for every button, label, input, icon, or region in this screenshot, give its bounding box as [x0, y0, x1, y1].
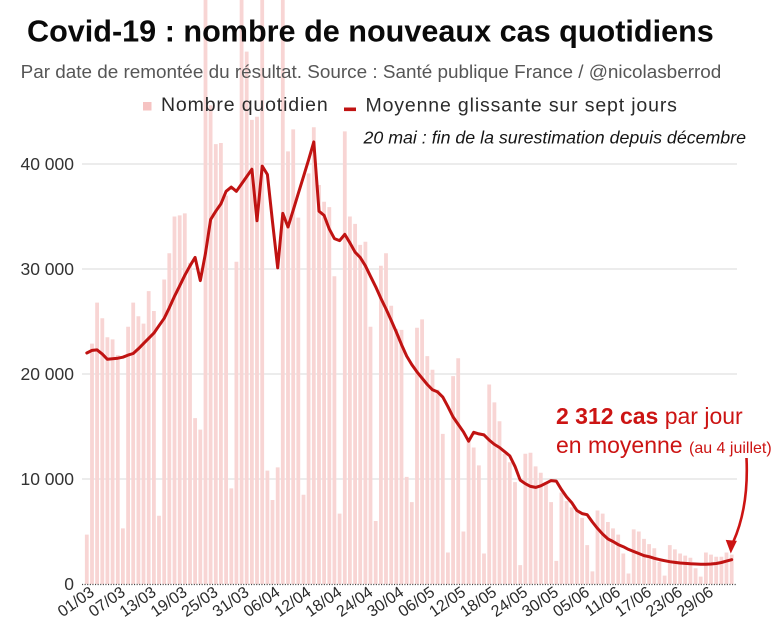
svg-text:Moyenne glissante sur sept jou: Moyenne glissante sur sept jours — [366, 95, 678, 117]
svg-text:Nombre quotidien: Nombre quotidien — [161, 94, 329, 116]
svg-text:Par date de remontée du résult: Par date de remontée du résultat. Source… — [21, 62, 722, 83]
svg-text:0: 0 — [64, 574, 74, 594]
svg-text:40 000: 40 000 — [20, 154, 74, 174]
svg-text:Covid-19 : nombre de nouveaux: Covid-19 : nombre de nouveaux cas quotid… — [27, 15, 714, 49]
svg-text:10 000: 10 000 — [20, 469, 74, 489]
svg-text:20 000: 20 000 — [20, 364, 74, 384]
svg-text:30 000: 30 000 — [20, 259, 74, 279]
svg-text:20 mai : fin de la surestimati: 20 mai : fin de la surestimation depuis … — [363, 128, 747, 148]
svg-text:2 312 cas par jour: 2 312 cas par jour — [556, 403, 743, 429]
